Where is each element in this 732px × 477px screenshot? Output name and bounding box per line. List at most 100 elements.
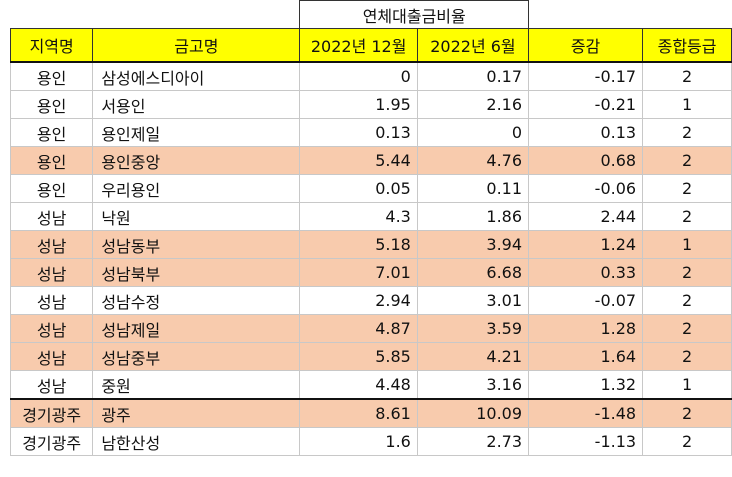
- cell-grade[interactable]: 2: [642, 258, 732, 287]
- cell-dec2022[interactable]: 1.6: [299, 427, 418, 456]
- cell-jun2022[interactable]: 0.11: [416, 174, 530, 203]
- cell-jun2022[interactable]: 0.17: [416, 61, 530, 91]
- cell-dec2022[interactable]: 0.05: [299, 174, 418, 203]
- cell-change[interactable]: -0.21: [528, 90, 644, 119]
- header-region[interactable]: 지역명: [9, 28, 94, 63]
- cell-change[interactable]: 2.44: [528, 202, 644, 231]
- cell-change[interactable]: -0.06: [528, 174, 644, 203]
- cell-name[interactable]: 삼성에스디아이: [92, 61, 301, 91]
- cell-grade[interactable]: 2: [642, 202, 732, 231]
- cell-jun2022[interactable]: 4.21: [416, 342, 530, 371]
- cell-grade[interactable]: 2: [642, 174, 732, 203]
- cell-jun2022[interactable]: 2.73: [416, 427, 530, 456]
- cell-dec2022[interactable]: 4.48: [299, 370, 418, 400]
- cell-dec2022[interactable]: 8.61: [299, 398, 418, 428]
- cell-name[interactable]: 성남제일: [92, 314, 301, 343]
- cell-change[interactable]: -0.07: [528, 286, 644, 315]
- cell-region[interactable]: 성남: [9, 202, 94, 231]
- table-row: 용인 서용인 1.95 2.16 -0.21 1: [9, 90, 732, 119]
- header-dec2022[interactable]: 2022년 12월: [299, 28, 418, 63]
- cell-change[interactable]: 1.32: [528, 370, 644, 400]
- cell-name[interactable]: 성남중부: [92, 342, 301, 371]
- cell-change[interactable]: -0.17: [528, 61, 644, 91]
- cell-name[interactable]: 성남동부: [92, 230, 301, 259]
- cell-jun2022[interactable]: 10.09: [416, 398, 530, 428]
- cell-grade[interactable]: 1: [642, 230, 732, 259]
- cell-jun2022[interactable]: 2.16: [416, 90, 530, 119]
- cell-grade[interactable]: 2: [642, 427, 732, 456]
- header-jun2022[interactable]: 2022년 6월: [416, 28, 530, 63]
- cell-region[interactable]: 성남: [9, 258, 94, 287]
- cell-dec2022[interactable]: 0: [299, 61, 418, 91]
- table-row: 경기광주 남한산성 1.6 2.73 -1.13 2: [9, 427, 732, 456]
- cell-change[interactable]: 0.13: [528, 118, 644, 147]
- cell-dec2022[interactable]: 5.85: [299, 342, 418, 371]
- cell-region[interactable]: 용인: [9, 146, 94, 175]
- cell-region[interactable]: 용인: [9, 90, 94, 119]
- cell-region[interactable]: 성남: [9, 342, 94, 371]
- header-name[interactable]: 금고명: [92, 28, 301, 63]
- cell-change[interactable]: 1.24: [528, 230, 644, 259]
- cell-region[interactable]: 용인: [9, 118, 94, 147]
- cell-change[interactable]: -1.48: [528, 398, 644, 428]
- cell-name[interactable]: 남한산성: [92, 427, 301, 456]
- empty-cell[interactable]: [643, 1, 732, 29]
- cell-region[interactable]: 성남: [9, 314, 94, 343]
- header-change[interactable]: 증감: [528, 28, 644, 63]
- cell-jun2022[interactable]: 6.68: [416, 258, 530, 287]
- cell-change[interactable]: 1.64: [528, 342, 644, 371]
- cell-grade[interactable]: 2: [642, 314, 732, 343]
- cell-grade[interactable]: 1: [642, 90, 732, 119]
- cell-name[interactable]: 우리용인: [92, 174, 301, 203]
- cell-name[interactable]: 용인제일: [92, 118, 301, 147]
- cell-name[interactable]: 낙원: [92, 202, 301, 231]
- table-row: 성남 성남수정 2.94 3.01 -0.07 2: [9, 286, 732, 315]
- cell-dec2022[interactable]: 0.13: [299, 118, 418, 147]
- cell-jun2022[interactable]: 0: [416, 118, 530, 147]
- cell-region[interactable]: 성남: [9, 286, 94, 315]
- cell-jun2022[interactable]: 3.59: [416, 314, 530, 343]
- cell-region[interactable]: 용인: [9, 61, 94, 91]
- cell-name[interactable]: 용인중앙: [92, 146, 301, 175]
- table-row: 경기광주 광주 8.61 10.09 -1.48 2: [9, 398, 732, 428]
- cell-region[interactable]: 성남: [9, 230, 94, 259]
- cell-change[interactable]: 0.68: [528, 146, 644, 175]
- cell-jun2022[interactable]: 3.01: [416, 286, 530, 315]
- cell-grade[interactable]: 2: [642, 342, 732, 371]
- cell-name[interactable]: 성남북부: [92, 258, 301, 287]
- cell-jun2022[interactable]: 3.16: [416, 370, 530, 400]
- cell-region[interactable]: 용인: [9, 174, 94, 203]
- cell-jun2022[interactable]: 4.76: [416, 146, 530, 175]
- empty-cell[interactable]: [93, 1, 300, 29]
- cell-region[interactable]: 경기광주: [9, 427, 94, 456]
- cell-jun2022[interactable]: 3.94: [416, 230, 530, 259]
- cell-jun2022[interactable]: 1.86: [416, 202, 530, 231]
- cell-dec2022[interactable]: 7.01: [299, 258, 418, 287]
- empty-cell[interactable]: [529, 1, 643, 29]
- cell-change[interactable]: 0.33: [528, 258, 644, 287]
- cell-change[interactable]: -1.13: [528, 427, 644, 456]
- header-grade[interactable]: 종합등급: [642, 28, 732, 63]
- cell-grade[interactable]: 2: [642, 118, 732, 147]
- group-header-cell[interactable]: 연체대출금비율: [299, 0, 530, 29]
- cell-dec2022[interactable]: 5.18: [299, 230, 418, 259]
- cell-name[interactable]: 광주: [92, 398, 301, 428]
- cell-grade[interactable]: 2: [642, 146, 732, 175]
- cell-dec2022[interactable]: 4.3: [299, 202, 418, 231]
- cell-dec2022[interactable]: 5.44: [299, 146, 418, 175]
- cell-grade[interactable]: 2: [642, 398, 732, 428]
- cell-dec2022[interactable]: 1.95: [299, 90, 418, 119]
- cell-change[interactable]: 1.28: [528, 314, 644, 343]
- cell-name[interactable]: 성남수정: [92, 286, 301, 315]
- cell-grade[interactable]: 1: [642, 370, 732, 400]
- cell-dec2022[interactable]: 2.94: [299, 286, 418, 315]
- cell-dec2022[interactable]: 4.87: [299, 314, 418, 343]
- cell-region[interactable]: 경기광주: [9, 398, 94, 428]
- cell-name[interactable]: 중원: [92, 370, 301, 400]
- table-row: 성남 성남중부 5.85 4.21 1.64 2: [9, 342, 732, 371]
- cell-grade[interactable]: 2: [642, 286, 732, 315]
- cell-grade[interactable]: 2: [642, 61, 732, 91]
- cell-region[interactable]: 성남: [9, 370, 94, 400]
- cell-name[interactable]: 서용인: [92, 90, 301, 119]
- empty-cell[interactable]: [11, 1, 93, 29]
